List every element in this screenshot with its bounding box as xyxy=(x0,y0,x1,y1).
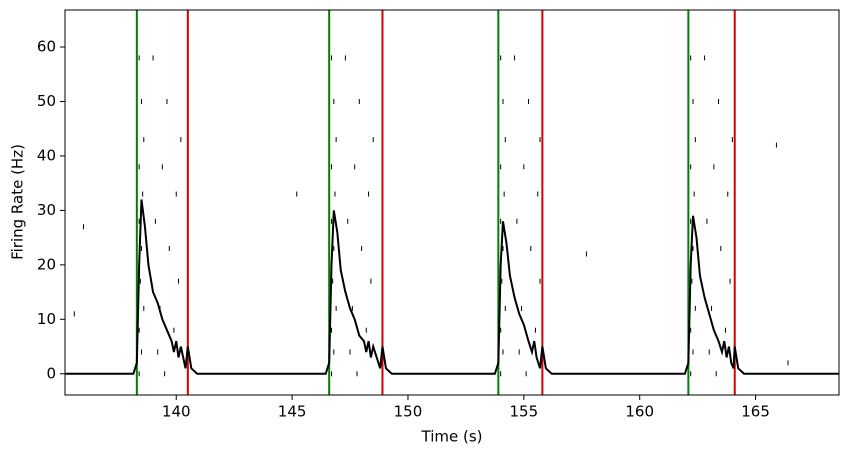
x-tick-label: 160 xyxy=(625,403,654,421)
x-tick-label: 165 xyxy=(741,403,770,421)
y-tick-label: 10 xyxy=(37,310,56,328)
y-tick-label: 60 xyxy=(37,38,56,56)
x-tick-label: 155 xyxy=(510,403,539,421)
y-tick-label: 0 xyxy=(46,364,56,382)
y-tick-label: 50 xyxy=(37,92,56,110)
x-tick-label: 140 xyxy=(162,403,191,421)
y-tick-label: 20 xyxy=(37,255,56,273)
x-tick-label: 150 xyxy=(394,403,423,421)
y-tick-label: 40 xyxy=(37,146,56,164)
y-axis-label: Firing Rate (Hz) xyxy=(9,144,27,260)
plot-frame xyxy=(64,9,840,396)
x-tick-label: 145 xyxy=(278,403,307,421)
rate-line xyxy=(65,199,839,375)
y-tick-label: 30 xyxy=(37,201,56,219)
x-axis-label: Time (s) xyxy=(421,428,483,446)
